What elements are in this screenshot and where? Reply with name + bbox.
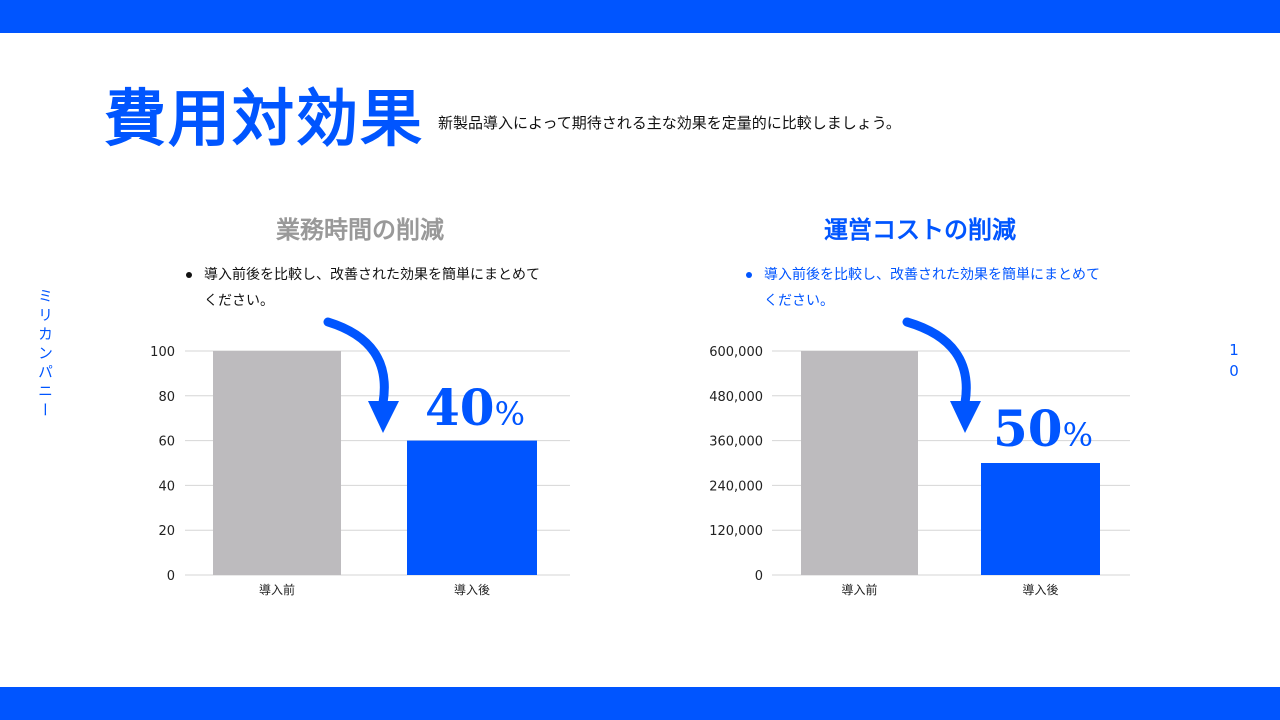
y-tick-label: 120,000 — [709, 524, 763, 539]
y-tick-label: 20 — [158, 524, 175, 539]
x-tick-label: 導入前 — [841, 582, 877, 597]
reduction-percent: 50% — [993, 399, 1093, 458]
y-tick-label: 80 — [158, 390, 175, 405]
y-tick-label: 600,000 — [709, 345, 763, 360]
y-tick-label: 60 — [158, 435, 175, 450]
bar-after — [981, 463, 1100, 575]
reduction-value: 40 — [425, 378, 495, 437]
y-tick-label: 360,000 — [709, 435, 763, 450]
bar-before — [213, 351, 341, 575]
y-tick-label: 40 — [158, 479, 175, 494]
section-title-cost: 運営コストの削減 — [824, 216, 1016, 244]
bar-after — [407, 440, 537, 575]
section-bullet-cost: 導入前後を比較し、改善された効果を簡単にまとめてください。 — [746, 262, 1104, 314]
company-name: ミリカンパニー — [36, 288, 54, 421]
bar-before — [801, 351, 918, 575]
y-tick-label: 240,000 — [709, 479, 763, 494]
percent-sign: % — [495, 395, 525, 433]
reduction-value: 50 — [993, 399, 1063, 458]
y-tick-label: 0 — [167, 569, 175, 584]
y-tick-label: 0 — [755, 569, 763, 584]
y-tick-label: 100 — [150, 345, 175, 360]
percent-sign: % — [1063, 416, 1093, 454]
section-title-time: 業務時間の削減 — [276, 216, 444, 244]
arrow-head-icon — [368, 401, 399, 433]
page-subtitle: 新製品導入によって期待される主な効果を定量的に比較しましょう。 — [438, 114, 901, 132]
arrow-head-icon — [950, 401, 981, 433]
y-tick-label: 480,000 — [709, 390, 763, 405]
top-accent-bar — [0, 0, 1280, 33]
section-bullet-time: 導入前後を比較し、改善された効果を簡単にまとめてください。 — [186, 262, 544, 314]
x-tick-label: 導入後 — [454, 583, 490, 597]
x-tick-label: 導入前 — [259, 582, 295, 597]
bottom-accent-bar — [0, 687, 1280, 720]
x-tick-label: 導入後 — [1022, 583, 1058, 597]
page-title: 費用対効果 — [104, 82, 425, 155]
arrow-icon — [902, 317, 971, 408]
reduction-percent: 40% — [425, 378, 525, 437]
arrow-icon — [323, 317, 389, 408]
